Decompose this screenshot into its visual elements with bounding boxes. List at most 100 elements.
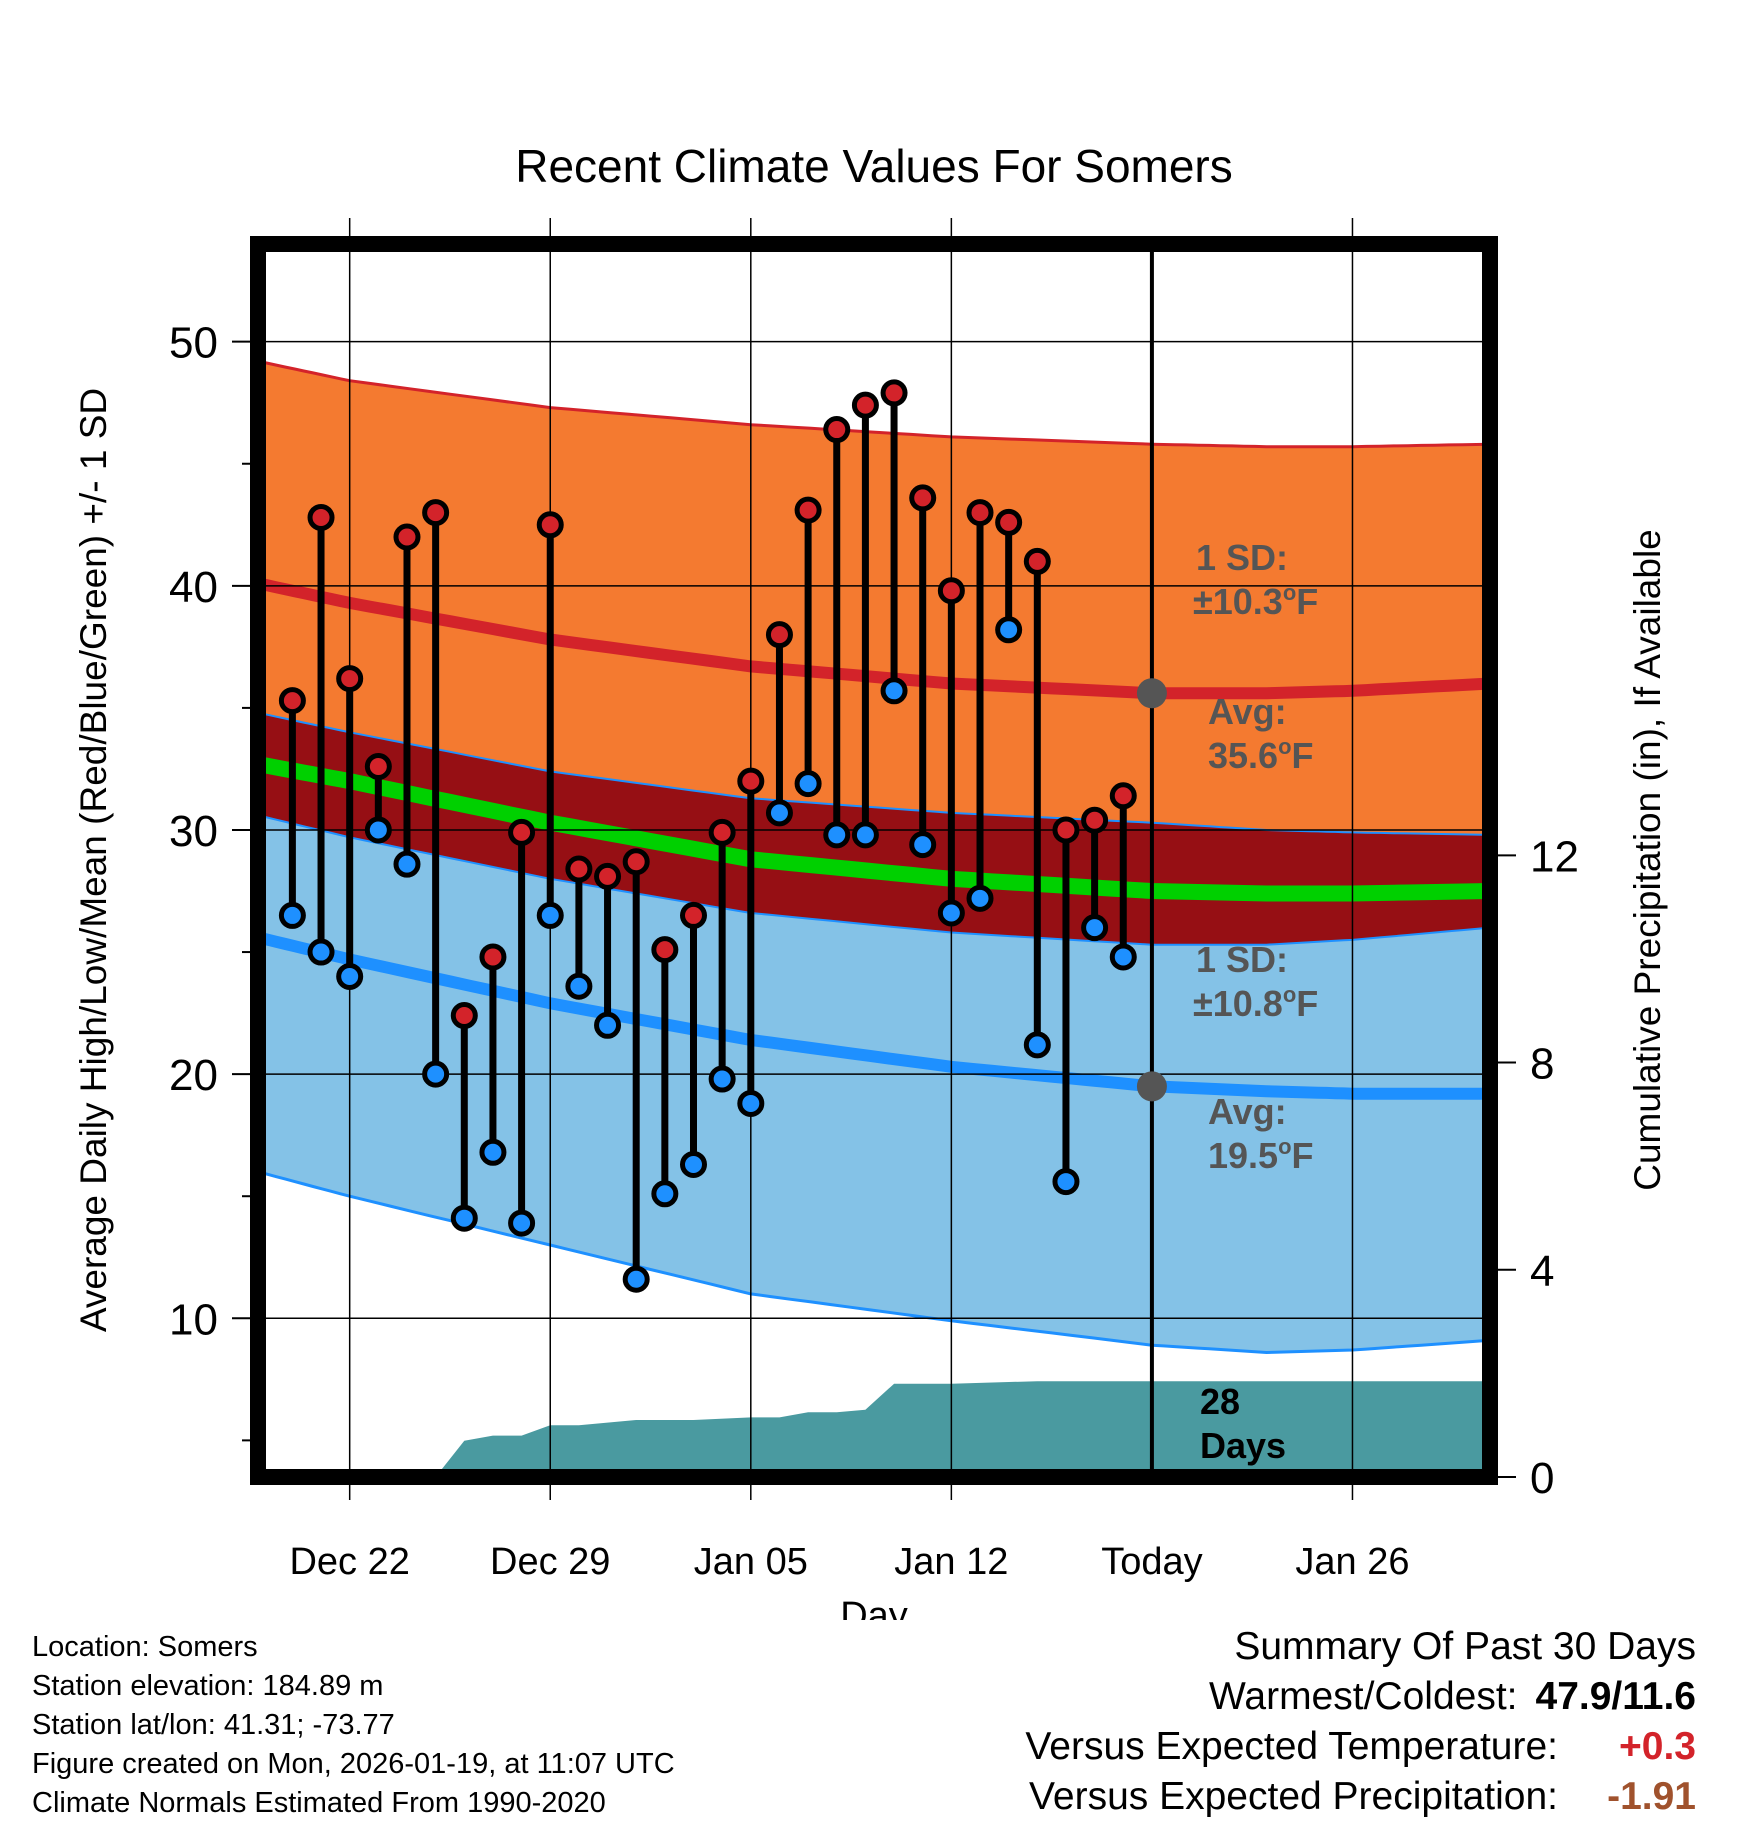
daily-low-point [594, 1011, 622, 1039]
high-sd-value: ±10.3oF [1193, 580, 1318, 622]
left-axis-tick-label: 10 [169, 1295, 218, 1344]
daily-low-point [909, 831, 937, 859]
daily-high-point [565, 855, 593, 883]
daily-low-point [393, 850, 421, 878]
daily-low-point [1023, 1031, 1051, 1059]
plot-frame [250, 236, 1498, 1485]
daily-low-point [995, 616, 1023, 644]
summary-warm-cold: Warmest/Coldest: 47.9/11.6 [1025, 1672, 1696, 1722]
temp-value: +0.3 [1619, 1725, 1696, 1768]
daily-high-point [1052, 816, 1080, 844]
y-axis-title: Average Daily High/Low/Mean (Red/Blue/Gr… [73, 388, 114, 1332]
high-annotation: 1 SD: ±10.3oF Avg: 35.6oF [1193, 537, 1318, 776]
daily-high-point [479, 943, 507, 971]
x-axis-tick-label: Jan 12 [894, 1541, 1008, 1583]
daily-high-point [880, 379, 908, 407]
daily-low-point [536, 901, 564, 929]
daily-high-point [909, 484, 937, 512]
right-axis-tick-label: 12 [1530, 832, 1579, 881]
x-axis-tick-label: Jan 05 [694, 1541, 808, 1583]
daily-high-point [651, 936, 679, 964]
low-avg-label: Avg: [1208, 1091, 1287, 1132]
precipitation-area [258, 1381, 1490, 1477]
location-text: Location: Somers [32, 1631, 258, 1663]
x-axis-title: Day [840, 1595, 908, 1620]
station-info: Location: Somers Station elevation: 184.… [32, 1628, 675, 1823]
daily-low-point [364, 816, 392, 844]
daily-low-point [1081, 914, 1109, 942]
daily-high-point [393, 523, 421, 551]
low-avg-marker [1136, 1071, 1167, 1102]
daily-high-point [737, 767, 765, 795]
daily-high-point [765, 621, 793, 649]
days-annotation: 28 Days [1200, 1381, 1286, 1466]
x-axis-tick-label: Jan 26 [1295, 1541, 1409, 1583]
chart-title: Recent Climate Values For Somers [515, 140, 1233, 192]
right-axis-tick-label: 8 [1530, 1040, 1554, 1089]
right-axis-tick-label: 0 [1530, 1454, 1554, 1503]
summary-precip: Versus Expected Precipitation: -1.91 [1025, 1772, 1696, 1822]
summary-temp: Versus Expected Temperature: +0.3 [1025, 1722, 1696, 1772]
daily-low-point [422, 1060, 450, 1088]
daily-low-point [479, 1138, 507, 1166]
daily-low-point [565, 972, 593, 1000]
daily-high-point [450, 1002, 478, 1030]
daily-high-point [966, 499, 994, 527]
high-avg-value: 35.6oF [1208, 734, 1314, 776]
daily-low-point [1109, 943, 1137, 971]
high-avg-label: Avg: [1208, 691, 1287, 732]
daily-low-point [708, 1065, 736, 1093]
daily-low-point [880, 677, 908, 705]
daily-low-point [307, 938, 335, 966]
right-axis-tick-label: 4 [1530, 1247, 1554, 1296]
left-axis-tick-label: 40 [169, 563, 218, 612]
x-axis-tick-label: Today [1101, 1541, 1202, 1583]
elevation-text: Station elevation: 184.89 m [32, 1670, 384, 1702]
left-axis: 10 20 30 40 50 [169, 319, 250, 1442]
normals-text: Climate Normals Estimated From 1990-2020 [32, 1787, 606, 1819]
summary-panel: Summary Of Past 30 Days Warmest/Coldest:… [1025, 1622, 1696, 1822]
left-axis-tick-label: 50 [169, 319, 218, 368]
summary-title: Summary Of Past 30 Days [1234, 1625, 1696, 1668]
created-text: Figure created on Mon, 2026-01-19, at 11… [32, 1748, 675, 1780]
daily-high-point [307, 503, 335, 531]
x-axis-tick-label: Dec 29 [490, 1541, 610, 1583]
y-axis-right-title: Cumulative Precipitation (in), If Availa… [1627, 529, 1668, 1191]
daily-low-point [937, 899, 965, 927]
daily-high-point [422, 499, 450, 527]
x-axis-tick-label: Dec 22 [289, 1541, 409, 1583]
days-count: 28 [1200, 1381, 1240, 1422]
daily-low-point [508, 1209, 536, 1237]
daily-high-point [594, 862, 622, 890]
daily-high-point [622, 848, 650, 876]
daily-low-point [450, 1204, 478, 1232]
daily-high-point [1023, 547, 1051, 575]
daily-low-point [679, 1150, 707, 1178]
precip-label: Versus Expected Precipitation: [1029, 1775, 1558, 1818]
low-sd-band [258, 815, 1490, 1353]
daily-high-point [823, 416, 851, 444]
daily-low-point [1052, 1168, 1080, 1196]
high-sd-band [258, 361, 1490, 835]
daily-high-point [708, 818, 736, 846]
daily-observations [278, 379, 1137, 1293]
daily-low-point [765, 799, 793, 827]
daily-low-point [966, 884, 994, 912]
x-axis: Dec 22 Dec 29 Jan 05 Jan 12 Today Jan 26 [289, 1541, 1409, 1583]
right-axis: 0 4 8 12 [1498, 832, 1579, 1503]
daily-low-point [823, 821, 851, 849]
warm-cold-value: 47.9/11.6 [1535, 1675, 1697, 1718]
daily-low-point [278, 901, 306, 929]
low-sd-value: ±10.8oF [1193, 982, 1318, 1024]
left-axis-tick-label: 20 [169, 1051, 218, 1100]
warm-cold-label: Warmest/Coldest: [1209, 1675, 1518, 1718]
daily-high-point [679, 901, 707, 929]
daily-high-point [995, 508, 1023, 536]
daily-high-point [336, 665, 364, 693]
daily-low-point [794, 770, 822, 798]
daily-low-point [737, 1089, 765, 1117]
temp-label: Versus Expected Temperature: [1025, 1725, 1558, 1768]
daily-high-point [536, 511, 564, 539]
daily-high-point [851, 391, 879, 419]
low-annotation: 1 SD: ±10.8oF Avg: 19.5oF [1193, 939, 1318, 1176]
